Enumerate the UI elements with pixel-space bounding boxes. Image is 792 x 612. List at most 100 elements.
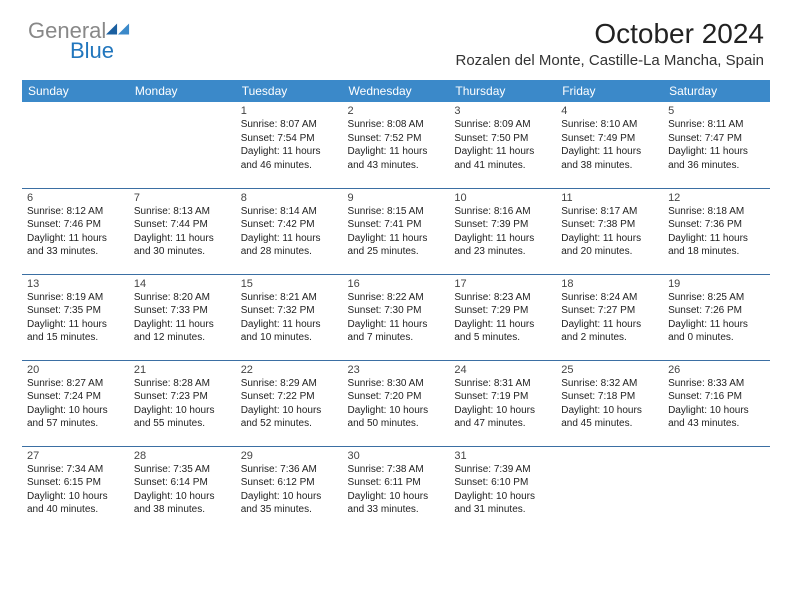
daylight-line-2: and 43 minutes.: [668, 417, 765, 431]
sunrise-line: Sunrise: 8:21 AM: [241, 291, 338, 305]
calendar-day-cell: 26Sunrise: 8:33 AMSunset: 7:16 PMDayligh…: [663, 360, 770, 446]
logo-text-blue: Blue: [70, 38, 114, 63]
sunset-line: Sunset: 7:20 PM: [348, 390, 445, 404]
daylight-line-2: and 33 minutes.: [348, 503, 445, 517]
calendar-day-cell: 11Sunrise: 8:17 AMSunset: 7:38 PMDayligh…: [556, 188, 663, 274]
daylight-line-2: and 45 minutes.: [561, 417, 658, 431]
sunrise-line: Sunrise: 8:31 AM: [454, 377, 551, 391]
sunset-line: Sunset: 6:11 PM: [348, 476, 445, 490]
daylight-line-2: and 30 minutes.: [134, 245, 231, 259]
sunset-line: Sunset: 7:18 PM: [561, 390, 658, 404]
daylight-line-1: Daylight: 11 hours: [561, 145, 658, 159]
daylight-line-1: Daylight: 11 hours: [241, 232, 338, 246]
sunrise-line: Sunrise: 8:24 AM: [561, 291, 658, 305]
daylight-line-1: Daylight: 10 hours: [348, 404, 445, 418]
sunset-line: Sunset: 6:12 PM: [241, 476, 338, 490]
calendar-empty-cell: [129, 102, 236, 188]
day-number: 13: [27, 278, 124, 290]
daylight-line-2: and 52 minutes.: [241, 417, 338, 431]
day-number: 14: [134, 278, 231, 290]
day-number: 29: [241, 450, 338, 462]
logo: General Blue: [28, 18, 130, 70]
daylight-line-1: Daylight: 10 hours: [134, 404, 231, 418]
daylight-line-2: and 57 minutes.: [27, 417, 124, 431]
sunrise-line: Sunrise: 8:17 AM: [561, 205, 658, 219]
day-number: 2: [348, 105, 445, 117]
calendar-day-cell: 10Sunrise: 8:16 AMSunset: 7:39 PMDayligh…: [449, 188, 556, 274]
sunset-line: Sunset: 7:46 PM: [27, 218, 124, 232]
calendar-day-cell: 15Sunrise: 8:21 AMSunset: 7:32 PMDayligh…: [236, 274, 343, 360]
day-number: 12: [668, 192, 765, 204]
daylight-line-2: and 31 minutes.: [454, 503, 551, 517]
daylight-line-2: and 23 minutes.: [454, 245, 551, 259]
month-title: October 2024: [455, 18, 764, 50]
calendar-day-cell: 16Sunrise: 8:22 AMSunset: 7:30 PMDayligh…: [343, 274, 450, 360]
daylight-line-1: Daylight: 11 hours: [454, 145, 551, 159]
daylight-line-2: and 18 minutes.: [668, 245, 765, 259]
sunset-line: Sunset: 7:26 PM: [668, 304, 765, 318]
sunrise-line: Sunrise: 8:13 AM: [134, 205, 231, 219]
sunrise-line: Sunrise: 8:07 AM: [241, 118, 338, 132]
daylight-line-2: and 36 minutes.: [668, 159, 765, 173]
calendar-day-cell: 22Sunrise: 8:29 AMSunset: 7:22 PMDayligh…: [236, 360, 343, 446]
daylight-line-1: Daylight: 11 hours: [454, 232, 551, 246]
sunrise-line: Sunrise: 8:25 AM: [668, 291, 765, 305]
day-header: Sunday: [22, 80, 129, 102]
day-number: 25: [561, 364, 658, 376]
calendar-day-cell: 4Sunrise: 8:10 AMSunset: 7:49 PMDaylight…: [556, 102, 663, 188]
calendar-day-cell: 8Sunrise: 8:14 AMSunset: 7:42 PMDaylight…: [236, 188, 343, 274]
daylight-line-2: and 41 minutes.: [454, 159, 551, 173]
sunrise-line: Sunrise: 8:30 AM: [348, 377, 445, 391]
sunset-line: Sunset: 7:49 PM: [561, 132, 658, 146]
day-number: 17: [454, 278, 551, 290]
calendar-day-cell: 2Sunrise: 8:08 AMSunset: 7:52 PMDaylight…: [343, 102, 450, 188]
calendar-week-row: 27Sunrise: 7:34 AMSunset: 6:15 PMDayligh…: [22, 446, 770, 532]
calendar-day-cell: 29Sunrise: 7:36 AMSunset: 6:12 PMDayligh…: [236, 446, 343, 532]
day-number: 19: [668, 278, 765, 290]
calendar-week-row: 1Sunrise: 8:07 AMSunset: 7:54 PMDaylight…: [22, 102, 770, 188]
sunset-line: Sunset: 7:50 PM: [454, 132, 551, 146]
daylight-line-2: and 38 minutes.: [561, 159, 658, 173]
day-number: 11: [561, 192, 658, 204]
daylight-line-2: and 40 minutes.: [27, 503, 124, 517]
sunset-line: Sunset: 7:35 PM: [27, 304, 124, 318]
sunset-line: Sunset: 7:24 PM: [27, 390, 124, 404]
sunrise-line: Sunrise: 8:11 AM: [668, 118, 765, 132]
sunset-line: Sunset: 7:32 PM: [241, 304, 338, 318]
sunset-line: Sunset: 7:29 PM: [454, 304, 551, 318]
day-number: 6: [27, 192, 124, 204]
daylight-line-1: Daylight: 11 hours: [348, 145, 445, 159]
sunrise-line: Sunrise: 8:32 AM: [561, 377, 658, 391]
daylight-line-1: Daylight: 10 hours: [348, 490, 445, 504]
sunset-line: Sunset: 7:42 PM: [241, 218, 338, 232]
calendar-day-cell: 6Sunrise: 8:12 AMSunset: 7:46 PMDaylight…: [22, 188, 129, 274]
sunrise-line: Sunrise: 8:33 AM: [668, 377, 765, 391]
daylight-line-1: Daylight: 11 hours: [27, 318, 124, 332]
daylight-line-2: and 7 minutes.: [348, 331, 445, 345]
sunset-line: Sunset: 7:19 PM: [454, 390, 551, 404]
calendar-day-cell: 12Sunrise: 8:18 AMSunset: 7:36 PMDayligh…: [663, 188, 770, 274]
sunset-line: Sunset: 7:23 PM: [134, 390, 231, 404]
sunrise-line: Sunrise: 8:14 AM: [241, 205, 338, 219]
sunset-line: Sunset: 6:14 PM: [134, 476, 231, 490]
daylight-line-2: and 43 minutes.: [348, 159, 445, 173]
sunrise-line: Sunrise: 7:38 AM: [348, 463, 445, 477]
logo-text: General Blue: [28, 18, 130, 70]
day-number: 21: [134, 364, 231, 376]
day-number: 30: [348, 450, 445, 462]
daylight-line-2: and 2 minutes.: [561, 331, 658, 345]
daylight-line-1: Daylight: 11 hours: [134, 232, 231, 246]
sunrise-line: Sunrise: 7:39 AM: [454, 463, 551, 477]
sunset-line: Sunset: 7:30 PM: [348, 304, 445, 318]
sunset-line: Sunset: 6:10 PM: [454, 476, 551, 490]
calendar-day-cell: 9Sunrise: 8:15 AMSunset: 7:41 PMDaylight…: [343, 188, 450, 274]
calendar-day-cell: 23Sunrise: 8:30 AMSunset: 7:20 PMDayligh…: [343, 360, 450, 446]
calendar-week-row: 20Sunrise: 8:27 AMSunset: 7:24 PMDayligh…: [22, 360, 770, 446]
day-number: 22: [241, 364, 338, 376]
calendar-day-cell: 3Sunrise: 8:09 AMSunset: 7:50 PMDaylight…: [449, 102, 556, 188]
sunrise-line: Sunrise: 8:18 AM: [668, 205, 765, 219]
sunrise-line: Sunrise: 8:29 AM: [241, 377, 338, 391]
daylight-line-1: Daylight: 11 hours: [668, 318, 765, 332]
sunset-line: Sunset: 7:33 PM: [134, 304, 231, 318]
daylight-line-1: Daylight: 10 hours: [668, 404, 765, 418]
